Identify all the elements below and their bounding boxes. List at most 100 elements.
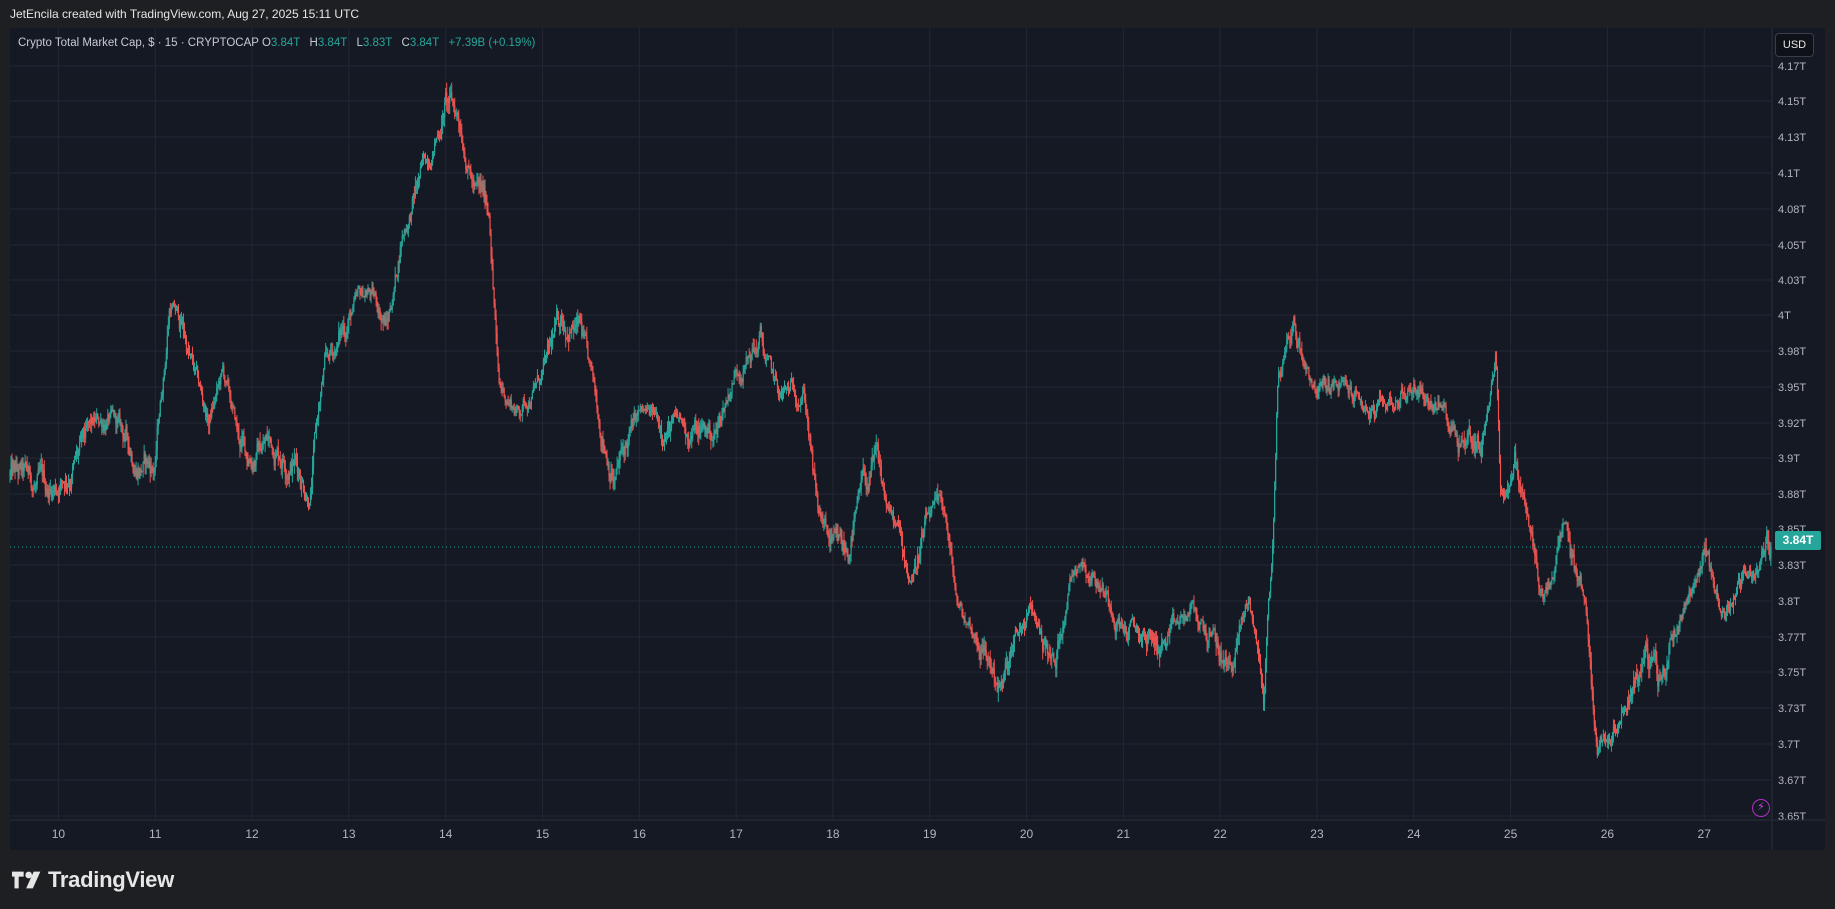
candle-body	[1472, 444, 1474, 451]
candle-body	[1765, 543, 1767, 552]
candle-body	[187, 350, 190, 354]
candle-body	[1226, 662, 1228, 664]
candle-body	[503, 387, 505, 397]
candle-body	[497, 351, 499, 368]
candle-body	[635, 413, 637, 421]
candle-body	[253, 463, 255, 469]
candle-body	[249, 462, 251, 464]
candle-body	[1686, 600, 1688, 604]
candle-body	[235, 419, 237, 421]
candle-body	[169, 309, 171, 314]
candle-body	[1517, 462, 1519, 476]
candle-body	[759, 326, 761, 336]
candle-body	[1114, 626, 1116, 633]
candle-body	[505, 400, 507, 404]
candle-body	[92, 417, 94, 424]
candle-body	[798, 405, 800, 407]
candle-body	[780, 392, 783, 395]
candle-body	[225, 380, 227, 383]
candle-body	[800, 403, 802, 406]
candle-body	[1672, 635, 1674, 640]
candle-body	[93, 417, 95, 424]
candle-body	[1578, 576, 1580, 581]
candle-body	[1564, 522, 1566, 524]
y-tick-label: 3.75T	[1778, 667, 1806, 679]
symbol-legend[interactable]: Crypto Total Market Cap, $ · 15 · CRYPTO…	[18, 34, 541, 52]
candle-body	[1116, 622, 1118, 625]
candle-body	[1146, 635, 1149, 646]
candle-body	[48, 491, 50, 499]
candle-body	[207, 412, 209, 422]
candle-body	[678, 417, 680, 419]
currency-button[interactable]: USD	[1775, 33, 1814, 57]
candle-body	[320, 395, 322, 405]
candle-body	[387, 319, 389, 321]
candle-body	[1257, 643, 1260, 656]
candle-body	[44, 482, 46, 491]
candle-body	[194, 367, 197, 369]
candle-body	[734, 370, 736, 378]
candle-body	[535, 382, 538, 386]
candle-body	[77, 451, 80, 455]
candle-body	[1597, 749, 1599, 755]
lightning-bolt-icon[interactable]: ⚡	[1752, 799, 1770, 817]
candle-body	[515, 407, 517, 414]
candle-body	[750, 354, 752, 363]
candle-body	[911, 580, 914, 582]
candle-body	[1219, 651, 1221, 662]
candle-body	[514, 413, 516, 415]
candle-body	[23, 466, 25, 472]
candle-body	[1725, 610, 1728, 618]
candle-body	[1500, 488, 1503, 490]
candle-body	[1444, 404, 1446, 407]
candle-body	[159, 401, 161, 417]
candle-body	[1582, 589, 1584, 596]
candle-body	[1585, 601, 1587, 614]
y-tick-label: 4.08T	[1778, 204, 1806, 216]
tradingview-logo[interactable]: TradingView	[12, 865, 174, 895]
candle-body	[931, 506, 933, 513]
candle-body	[1468, 425, 1470, 433]
candle-body	[843, 541, 845, 549]
candle-body	[1522, 488, 1524, 493]
candle-body	[1067, 595, 1069, 609]
candle-body	[83, 428, 85, 433]
candle-body	[1037, 622, 1039, 627]
candle-body	[698, 426, 700, 438]
candle-body	[1347, 388, 1349, 394]
candle-body	[1041, 630, 1043, 641]
candle-body	[467, 165, 469, 172]
candle-body	[598, 419, 600, 423]
candle-body	[218, 381, 220, 386]
candle-body	[1000, 680, 1002, 685]
candle-body	[934, 498, 936, 504]
candle-body	[1483, 429, 1485, 432]
candle-body	[1673, 630, 1675, 640]
candle-body	[457, 112, 459, 117]
candle-body	[1068, 585, 1070, 596]
candle-body	[814, 469, 816, 480]
candle-body	[860, 479, 862, 491]
candle-body	[539, 378, 542, 384]
chart-area[interactable]	[10, 28, 1825, 850]
candle-body	[1541, 588, 1543, 595]
candle-body	[528, 403, 530, 407]
candle-body	[1555, 556, 1557, 568]
candle-body	[808, 421, 810, 437]
candle-body	[34, 487, 36, 489]
candle-body	[1596, 741, 1598, 755]
candle-body	[1700, 565, 1702, 569]
symbol-label[interactable]: Crypto Total Market Cap, $ · 15 · CRYPTO…	[18, 37, 259, 49]
candle-body	[1570, 551, 1572, 557]
candle-body	[364, 294, 366, 298]
candle-body	[446, 92, 448, 103]
candle-body	[627, 440, 629, 449]
candle-body	[260, 450, 262, 453]
candle-body	[68, 484, 71, 487]
candle-body	[432, 151, 435, 153]
candle-body	[610, 471, 612, 482]
candle-body	[1157, 645, 1159, 654]
candle-body	[37, 469, 39, 476]
candle-body	[812, 449, 814, 470]
